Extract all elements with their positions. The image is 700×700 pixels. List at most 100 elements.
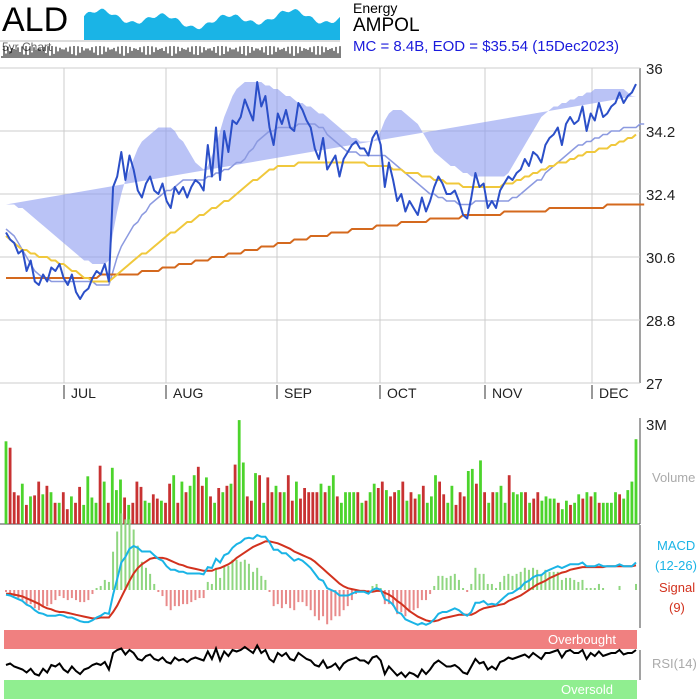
volume-bar: [274, 485, 278, 524]
sma-50-line: [5, 133, 637, 283]
volume-bar: [589, 496, 593, 524]
volume-bar: [135, 481, 139, 524]
volume-bar: [434, 475, 437, 524]
volume-bar: [520, 492, 523, 524]
macd-label: MACD: [657, 538, 695, 553]
mini-chart-area: [84, 8, 340, 41]
volume-bar: [61, 492, 65, 524]
volume-bar: [78, 486, 81, 524]
volume-bar: [250, 500, 253, 524]
volume-bar: [368, 492, 372, 524]
volume-bar: [303, 488, 306, 524]
rsi-line: [5, 643, 637, 679]
volume-bar: [421, 485, 425, 524]
oversold-band: [4, 680, 637, 699]
sector-label: Energy: [353, 0, 398, 16]
volume-bar: [352, 492, 356, 524]
volume-bar: [577, 494, 581, 524]
volume-bar: [106, 502, 110, 524]
volume-bar: [299, 498, 302, 524]
volume-bar: [29, 496, 32, 524]
volume-bar: [270, 492, 274, 524]
volume-bar: [466, 471, 470, 524]
y-tick-label: 36: [646, 61, 663, 78]
volume-bar: [115, 490, 118, 524]
volume-bar: [401, 481, 405, 524]
volume-bar: [327, 485, 331, 524]
volume-bar: [483, 492, 486, 524]
volume-bar: [544, 496, 548, 524]
volume-bar: [634, 439, 638, 524]
volume-bar: [119, 479, 122, 524]
volume-bar: [503, 502, 507, 524]
volume-bar: [356, 492, 360, 524]
volume-bar: [450, 485, 454, 524]
volume-bar: [184, 492, 188, 524]
y-tick-label: 32.4: [646, 187, 675, 204]
volume-bar: [180, 481, 184, 524]
volume-bar: [172, 475, 176, 524]
volume-bar: [626, 490, 630, 524]
volume-bar: [16, 495, 20, 524]
volume-bar: [446, 502, 450, 524]
volume-bar: [430, 496, 433, 524]
volume-bar: [614, 492, 617, 524]
volume-bar: [53, 502, 57, 524]
volume-bar: [380, 481, 384, 524]
y-tick-label: 34.2: [646, 124, 675, 141]
volume-bar: [524, 492, 527, 524]
volume-bar: [397, 490, 401, 524]
volume-bar: [552, 498, 556, 524]
volume-bar: [315, 492, 319, 524]
volume-bar: [262, 502, 266, 524]
volume-bar: [385, 490, 388, 524]
overbought-band: [4, 630, 637, 649]
volume-bar: [237, 420, 241, 524]
volume-bar: [462, 496, 466, 524]
volume-bar: [413, 498, 417, 524]
volume-bar: [209, 496, 212, 524]
volume-bar: [160, 500, 163, 524]
company-name: AMPOL: [353, 15, 420, 36]
volume-bar: [70, 496, 73, 524]
x-month-label: NOV: [492, 385, 523, 401]
volume-bar: [569, 504, 572, 524]
volume-bar: [192, 475, 196, 524]
volume-bar: [323, 492, 327, 524]
volume-bar: [495, 492, 499, 524]
volume-bar: [282, 492, 286, 524]
volume-bar: [573, 502, 576, 524]
volume-bar: [205, 477, 208, 524]
macd-line: [5, 533, 637, 626]
volume-bar: [139, 486, 143, 524]
volume-bar: [560, 509, 564, 524]
volume-bar: [254, 473, 257, 524]
volume-bar: [417, 494, 421, 524]
volume-bar: [331, 475, 335, 524]
volume-bar: [25, 504, 28, 524]
volume-bar: [618, 494, 621, 524]
volume-bar: [470, 468, 474, 524]
volume-bar: [405, 500, 409, 524]
volume-bar: [601, 502, 605, 524]
volume-bar: [442, 494, 446, 524]
volume-bar: [605, 502, 609, 524]
volume-bar: [213, 502, 216, 524]
volume-bar: [393, 492, 396, 524]
x-month-label: AUG: [173, 385, 203, 401]
macd-params-label: (12-26): [655, 558, 697, 573]
volume-bar: [593, 492, 597, 524]
volume-bar: [360, 502, 364, 524]
volume-bar: [45, 485, 49, 524]
bollinger-band: [6, 82, 636, 264]
sma-200-line: [6, 203, 645, 279]
volume-bar: [57, 502, 61, 524]
y-tick-label: 27: [646, 376, 663, 393]
volume-bar: [319, 483, 323, 524]
volume-bar: [491, 492, 495, 524]
volume-bar: [581, 498, 585, 524]
volume-bar: [98, 465, 102, 524]
x-month-label: SEP: [284, 385, 312, 401]
market-cap-line: MC = 8.4B, EOD = $35.54 (15Dec2023): [353, 38, 619, 55]
volume-bar: [143, 500, 147, 524]
